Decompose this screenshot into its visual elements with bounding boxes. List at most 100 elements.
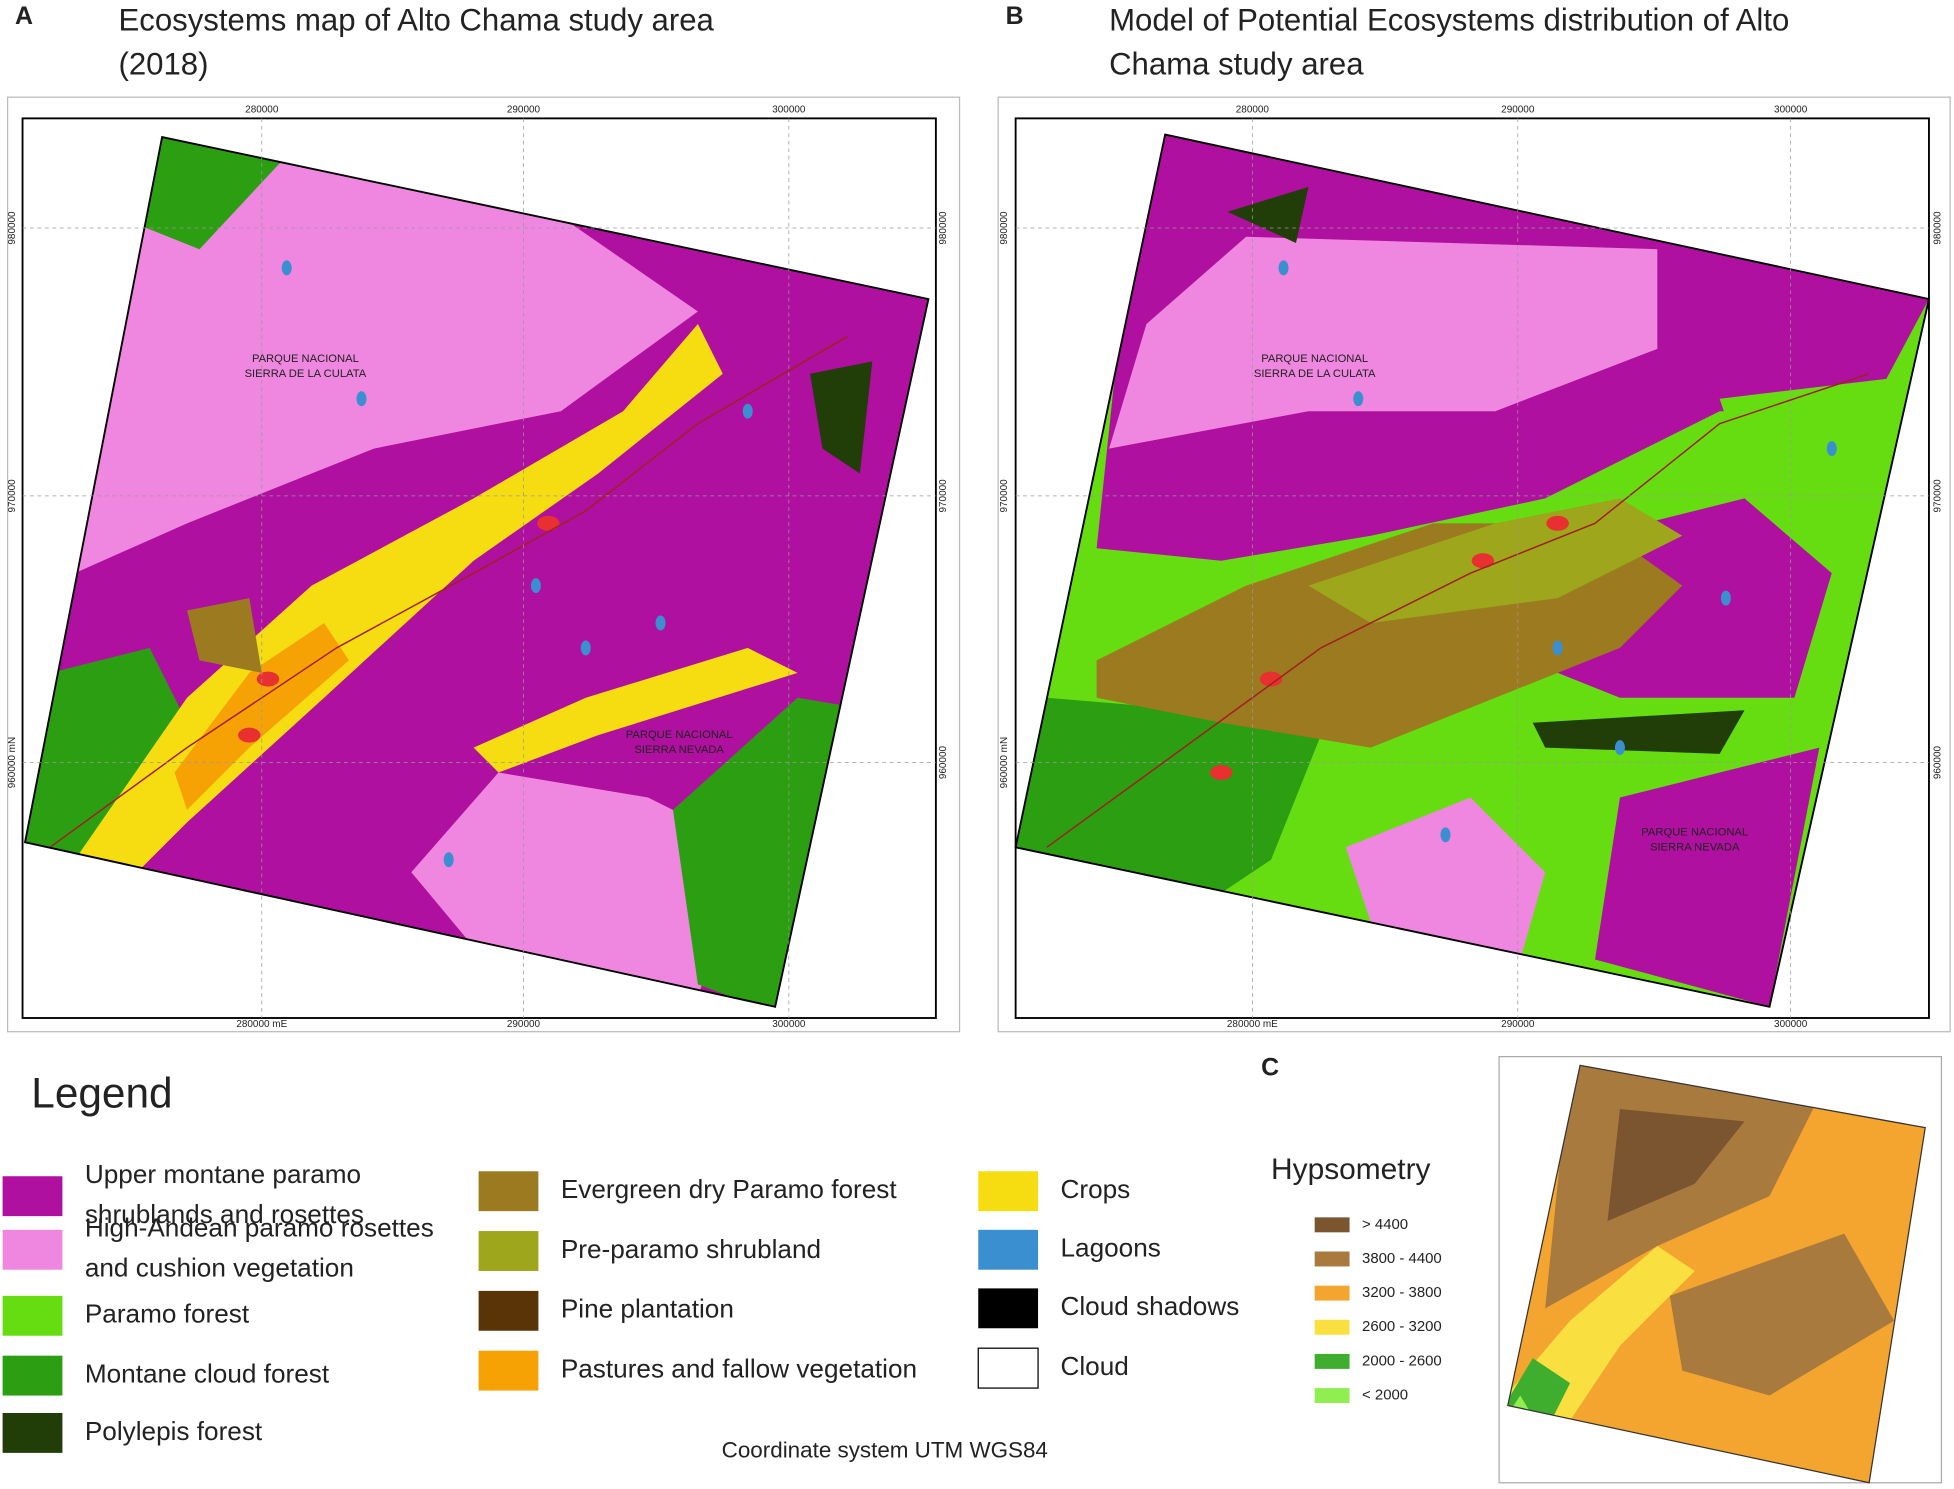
- legend-label: Lagoons: [1060, 1233, 1160, 1263]
- map-area: [1595, 747, 1820, 1007]
- hypsometry-title: Hypsometry: [1271, 1153, 1431, 1186]
- place-name: SIERRA DE LA CULATA: [245, 368, 367, 380]
- lagoon: [356, 391, 367, 407]
- x-tick-label: 300000: [772, 104, 806, 115]
- y-tick-label: 960000: [938, 745, 949, 779]
- place-name: SIERRA DE LA CULATA: [1254, 368, 1376, 380]
- map-area: [1345, 797, 1546, 960]
- legend-label: and cushion vegetation: [85, 1253, 354, 1283]
- y-tick-label: 970000: [1932, 479, 1943, 513]
- town: [1546, 515, 1569, 531]
- lagoon: [655, 615, 666, 631]
- map-outline: [1014, 133, 1931, 1008]
- lagoon: [580, 640, 591, 656]
- x-tick-label: 300000: [772, 1019, 806, 1030]
- map-area: [1719, 373, 1929, 499]
- hypsometry-label: 2600 - 3200: [1362, 1318, 1442, 1335]
- y-tick-label: 970000: [7, 479, 18, 513]
- legend-swatch: [2, 1295, 63, 1336]
- legend-label: Crops: [1060, 1174, 1130, 1204]
- hypsometry-swatch: [1314, 1353, 1350, 1369]
- legend-label: Cloud: [1060, 1351, 1128, 1381]
- town: [1259, 671, 1283, 687]
- y-tick-label: 970000: [938, 479, 949, 513]
- place-name: SIERRA NEVADA: [634, 744, 724, 756]
- panel-letter: C: [1261, 1054, 1279, 1082]
- legend-swatch: [478, 1231, 539, 1271]
- x-tick-label: 300000: [1774, 1019, 1808, 1030]
- lagoon: [530, 578, 541, 594]
- town: [256, 671, 280, 687]
- legend-title: Legend: [31, 1070, 172, 1117]
- legend-label: Cloud shadows: [1060, 1291, 1239, 1321]
- hypsometry-swatch: [1314, 1285, 1350, 1301]
- map-inner-frame: [21, 117, 937, 1019]
- map-area: [187, 598, 262, 673]
- y-tick-label: 960000 mN: [7, 737, 18, 788]
- map-area: [1532, 710, 1745, 754]
- lagoon: [1552, 640, 1563, 656]
- legend-label: High-Andean paramo rosettes: [85, 1213, 434, 1243]
- map-area: [1109, 236, 1658, 449]
- footer: Coordinate system UTM WGS84: [722, 1438, 1048, 1463]
- lagoon: [1826, 441, 1837, 457]
- map-outline: [1507, 1064, 1926, 1484]
- x-tick-label: 280000: [1236, 104, 1270, 115]
- place-name: PARQUE NACIONAL: [1641, 826, 1748, 838]
- town: [238, 727, 261, 743]
- lagoon: [1614, 740, 1625, 756]
- hypsometry-swatch: [1314, 1251, 1350, 1267]
- river: [1046, 373, 1870, 848]
- hypsometry-label: > 4400: [1362, 1216, 1408, 1233]
- y-tick-label: 960000 mN: [999, 737, 1010, 788]
- y-tick-label: 980000: [7, 211, 18, 245]
- map-inner-frame: [1014, 117, 1930, 1019]
- river: [49, 335, 848, 848]
- legend-label: Pre-paramo shrubland: [561, 1234, 821, 1264]
- y-tick-label: 970000: [999, 479, 1010, 513]
- lagoon: [443, 852, 454, 868]
- legend-label: Polylepis forest: [85, 1416, 263, 1446]
- x-tick-label: 290000: [507, 1019, 541, 1030]
- y-tick-label: 960000: [1932, 745, 1943, 779]
- lagoon: [1440, 827, 1451, 843]
- map-area: [473, 647, 798, 773]
- legend-label: Pastures and fallow vegetation: [561, 1354, 917, 1384]
- legend-swatch: [978, 1171, 1039, 1212]
- legend-label: Upper montane paramo: [85, 1159, 361, 1189]
- legend-swatch: [478, 1171, 539, 1212]
- place-name: SIERRA NEVADA: [1650, 841, 1740, 853]
- panel-title: Chama study area: [1109, 46, 1364, 81]
- panel-title: Ecosystems map of Alto Chama study area: [118, 3, 714, 38]
- x-tick-label: 290000: [1501, 104, 1535, 115]
- legend-swatch: [978, 1229, 1039, 1270]
- legend-label: Evergreen dry Paramo forest: [561, 1174, 898, 1204]
- map-area: [1308, 498, 1683, 624]
- legend-label: shrublands and rosettes: [85, 1199, 364, 1229]
- place-name: PARQUE NACIONAL: [626, 729, 733, 741]
- map-outline: [23, 135, 930, 1008]
- map-c: [1507, 1065, 1926, 1483]
- x-tick-label: 280000: [245, 104, 279, 115]
- legend-swatch: [2, 1355, 63, 1396]
- panel-title: Model of Potential Ecosystems distributi…: [1109, 3, 1789, 38]
- lagoon: [742, 403, 753, 419]
- hypsometry-label: < 2000: [1362, 1387, 1408, 1404]
- legend-swatch: [977, 1347, 1039, 1389]
- x-tick-label: 280000 mE: [1227, 1019, 1278, 1030]
- map-area: [74, 137, 698, 574]
- y-tick-label: 980000: [1932, 211, 1943, 245]
- legend-label: Montane cloud forest: [85, 1359, 330, 1389]
- legend-swatch: [2, 1412, 63, 1453]
- map-b: [1015, 134, 1929, 1007]
- hypsometry-swatch: [1314, 1319, 1350, 1335]
- map-area: [1669, 1233, 1895, 1396]
- lagoon: [1278, 260, 1289, 276]
- panel-letter: B: [1006, 2, 1024, 30]
- lagoon: [1353, 391, 1364, 407]
- map-area: [1227, 186, 1309, 243]
- x-tick-label: 300000: [1774, 104, 1808, 115]
- legend-swatch: [2, 1176, 63, 1217]
- town: [1210, 765, 1233, 781]
